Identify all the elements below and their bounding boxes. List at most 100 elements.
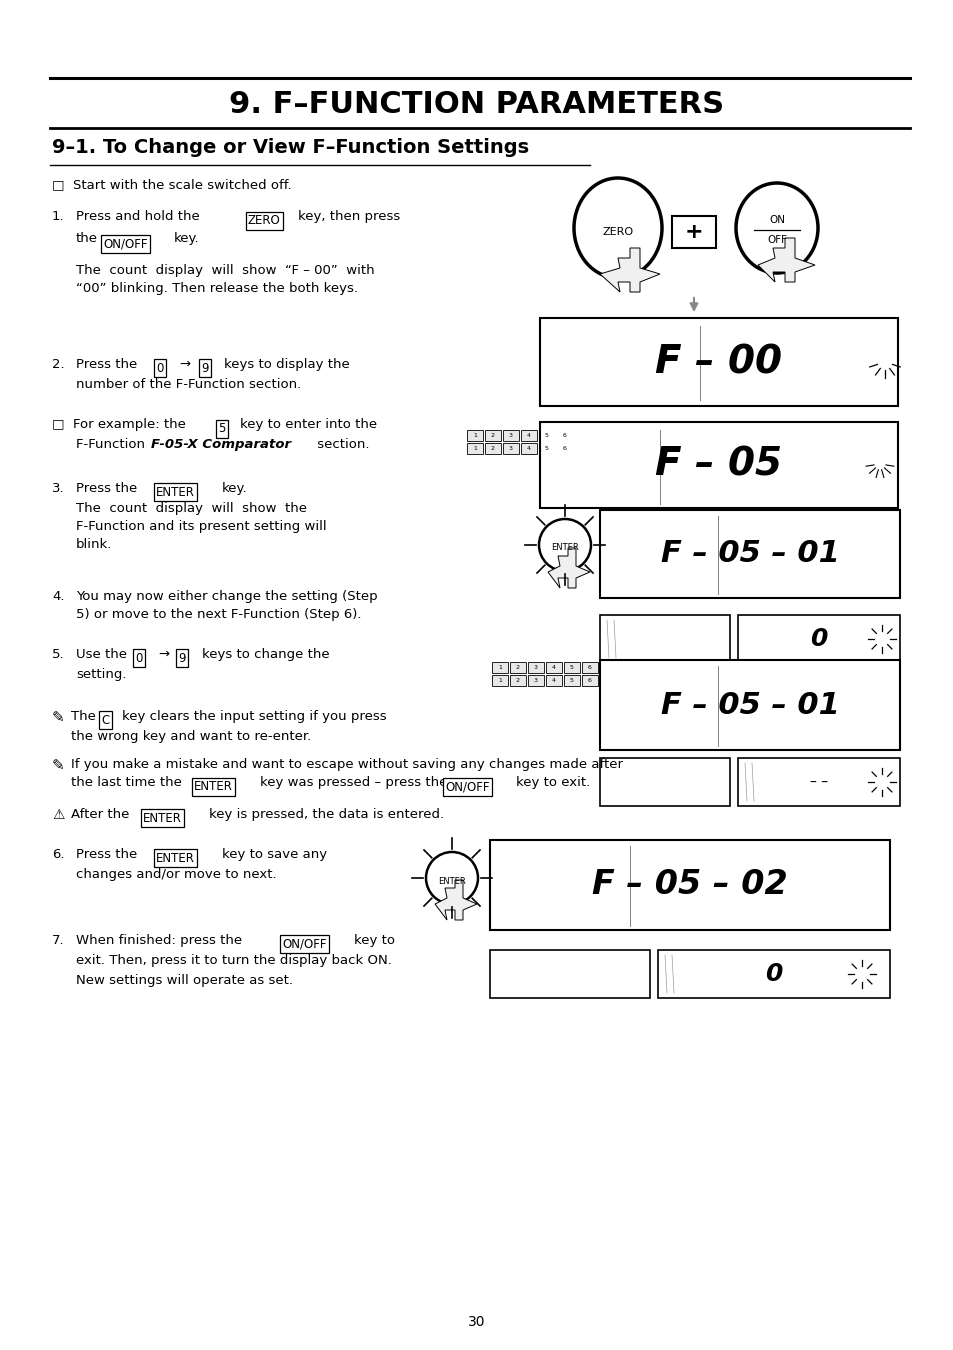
Text: key to save any: key to save any <box>222 848 327 861</box>
Bar <box>490 950 649 998</box>
Text: 2: 2 <box>491 433 495 437</box>
Ellipse shape <box>574 178 661 278</box>
Text: key.: key. <box>222 482 248 495</box>
Text: key was pressed – press the: key was pressed – press the <box>260 776 447 788</box>
Text: 3: 3 <box>509 433 513 437</box>
Text: ENTER: ENTER <box>156 852 194 864</box>
Bar <box>658 950 889 998</box>
Bar <box>545 675 561 686</box>
Text: Press the: Press the <box>76 358 137 371</box>
Text: 1: 1 <box>473 433 476 437</box>
Bar <box>557 443 573 454</box>
Bar <box>520 443 537 454</box>
Text: Press the: Press the <box>76 848 137 861</box>
Text: 9: 9 <box>201 362 209 374</box>
Text: key.: key. <box>173 232 199 244</box>
Bar <box>510 662 525 674</box>
Text: key, then press: key, then press <box>297 211 400 223</box>
Bar <box>467 443 482 454</box>
Text: 9–1. To Change or View F–Function Settings: 9–1. To Change or View F–Function Settin… <box>52 138 529 157</box>
Text: 4: 4 <box>526 433 531 437</box>
Text: exit. Then, press it to turn the display back ON.: exit. Then, press it to turn the display… <box>76 954 392 967</box>
Polygon shape <box>547 548 589 589</box>
Bar <box>538 431 555 441</box>
Text: 9. F–FUNCTION PARAMETERS: 9. F–FUNCTION PARAMETERS <box>230 90 723 119</box>
Text: number of the F-Function section.: number of the F-Function section. <box>76 378 301 392</box>
Text: 5: 5 <box>570 666 574 670</box>
Bar <box>527 662 543 674</box>
Text: ENTER: ENTER <box>551 544 578 552</box>
Text: 4: 4 <box>552 678 556 683</box>
Bar <box>581 662 598 674</box>
Text: 1: 1 <box>473 446 476 451</box>
Text: 6.: 6. <box>52 848 65 861</box>
Bar <box>557 431 573 441</box>
Text: ENTER: ENTER <box>156 486 194 498</box>
Text: 7.: 7. <box>52 934 65 946</box>
Text: F – 05 – 01: F – 05 – 01 <box>659 540 839 568</box>
Text: 4.: 4. <box>52 590 65 603</box>
Text: OFF: OFF <box>766 235 786 244</box>
Bar <box>581 675 598 686</box>
Text: 1: 1 <box>497 678 501 683</box>
Text: 3: 3 <box>509 446 513 451</box>
Text: 1: 1 <box>497 666 501 670</box>
Bar <box>484 443 500 454</box>
Text: The  count  display  will  show  “F – 00”  with: The count display will show “F – 00” wit… <box>76 265 375 277</box>
Text: key to enter into the: key to enter into the <box>240 418 376 431</box>
Text: 4: 4 <box>526 446 531 451</box>
Text: 0: 0 <box>809 626 827 651</box>
Text: 30: 30 <box>468 1315 485 1328</box>
Circle shape <box>426 852 477 905</box>
Text: 5) or move to the next F-Function (Step 6).: 5) or move to the next F-Function (Step … <box>76 608 361 621</box>
Bar <box>502 443 518 454</box>
Text: 5.: 5. <box>52 648 65 662</box>
Bar <box>484 431 500 441</box>
Bar <box>738 616 899 663</box>
Text: ENTER: ENTER <box>437 876 465 886</box>
Text: keys to change the: keys to change the <box>202 648 330 662</box>
Text: □  For example: the: □ For example: the <box>52 418 186 431</box>
Text: ENTER: ENTER <box>143 811 182 825</box>
Text: the wrong key and want to re-enter.: the wrong key and want to re-enter. <box>71 730 311 742</box>
Bar <box>599 510 899 598</box>
Text: F-Function: F-Function <box>76 437 149 451</box>
Text: 3.: 3. <box>52 482 65 495</box>
Text: C: C <box>101 714 110 726</box>
Text: Use the: Use the <box>76 648 127 662</box>
Text: key clears the input setting if you press: key clears the input setting if you pres… <box>122 710 386 724</box>
Text: 2.: 2. <box>52 358 65 371</box>
Text: F-Function and its present setting will: F-Function and its present setting will <box>76 520 326 533</box>
Text: 5: 5 <box>544 446 548 451</box>
Text: 5: 5 <box>570 678 574 683</box>
Text: F – 05 – 01: F – 05 – 01 <box>659 690 839 720</box>
Text: The: The <box>71 710 95 724</box>
Bar <box>599 660 899 751</box>
Text: You may now either change the setting (Step: You may now either change the setting (S… <box>76 590 377 603</box>
Text: 6: 6 <box>562 433 566 437</box>
Text: setting.: setting. <box>76 668 127 680</box>
Text: ✎: ✎ <box>52 710 65 725</box>
Text: F – 05: F – 05 <box>655 446 781 485</box>
Text: +: + <box>684 221 702 242</box>
Text: →: → <box>158 648 169 662</box>
Text: 1.: 1. <box>52 211 65 223</box>
Text: the last time the: the last time the <box>71 776 182 788</box>
Ellipse shape <box>735 184 817 273</box>
Text: F – 00: F – 00 <box>655 343 781 381</box>
Text: 9: 9 <box>178 652 185 664</box>
Text: changes and/or move to next.: changes and/or move to next. <box>76 868 276 882</box>
Circle shape <box>538 518 590 571</box>
Bar <box>539 319 897 406</box>
Text: 2: 2 <box>516 666 519 670</box>
Text: ON/OFF: ON/OFF <box>282 937 326 950</box>
Text: section.: section. <box>313 437 369 451</box>
Bar <box>492 675 507 686</box>
Polygon shape <box>758 238 814 282</box>
Bar <box>492 662 507 674</box>
Text: 2: 2 <box>516 678 519 683</box>
Text: the: the <box>76 232 98 244</box>
Text: 0: 0 <box>156 362 163 374</box>
Text: key to exit.: key to exit. <box>516 776 590 788</box>
Text: ✎: ✎ <box>52 757 65 774</box>
